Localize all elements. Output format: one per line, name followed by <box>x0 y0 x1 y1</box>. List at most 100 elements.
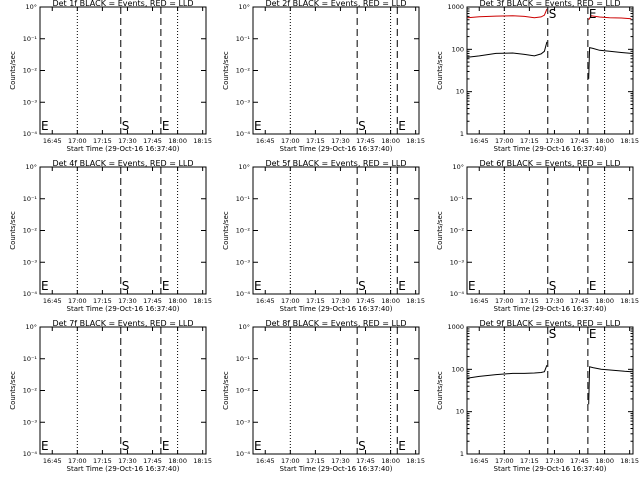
y-tick-label: 10° <box>238 3 250 11</box>
x-tick-label: 16:45 <box>43 137 62 145</box>
y-tick-label: 1000 <box>447 3 464 11</box>
y-tick-label: 10⁻⁴ <box>236 130 251 138</box>
y-tick-label: 1000 <box>447 323 464 331</box>
y-tick-label: 10⁻⁴ <box>23 450 38 458</box>
panel-det-1f: Det 1f BLACK = Events, RED = LLD 16:45 17:… <box>9 0 212 153</box>
x-tick-label: 17:15 <box>93 297 112 305</box>
y-axis-label: Counts/sec <box>9 371 17 410</box>
x-tick-label: 17:15 <box>93 137 112 145</box>
panel-det-2f: Det 2f BLACK = Events, RED = LLD 16:45 17:… <box>222 0 425 153</box>
y-tick-label: 10° <box>25 3 37 11</box>
marker-label: S <box>549 7 557 21</box>
panel-det-5f: Det 5f BLACK = Events, RED = LLD 16:45 17:… <box>222 159 425 313</box>
marker-label: E <box>254 279 262 293</box>
x-tick-label: 16:45 <box>43 297 62 305</box>
marker-label: E <box>41 279 49 293</box>
x-tick-label: 17:15 <box>520 297 539 305</box>
x-tick-label: 18:00 <box>381 297 400 305</box>
x-tick-label: 17:30 <box>545 297 564 305</box>
y-tick-label: 10° <box>238 323 250 331</box>
y-tick-label: 10⁻³ <box>23 98 38 106</box>
marker-label: S <box>358 439 366 453</box>
y-axis-label: Counts/sec <box>222 51 230 90</box>
y-tick-label: 10⁻¹ <box>236 355 251 363</box>
series-line-lld <box>588 15 632 20</box>
plot-frame <box>252 326 420 455</box>
x-tick-label: 18:15 <box>406 297 425 305</box>
panel-det-9f: Det 9f BLACK = Events, RED = LLD 16:45 17:… <box>436 319 639 473</box>
y-tick-label: 100 <box>452 365 464 373</box>
panel-title: Det 5f BLACK = Events, RED = LLD <box>265 159 406 168</box>
x-tick-label: 18:15 <box>406 137 425 145</box>
y-tick-label: 10° <box>25 163 37 171</box>
y-tick-label: 10° <box>25 323 37 331</box>
series-line-events <box>467 41 548 58</box>
plot-frame <box>252 6 420 135</box>
x-tick-label: 18:15 <box>193 297 212 305</box>
y-tick-label: 10⁻² <box>236 387 251 395</box>
panel-det-8f: Det 8f BLACK = Events, RED = LLD 16:45 17:… <box>222 319 425 473</box>
x-tick-label: 17:00 <box>68 457 87 465</box>
x-tick-label: 16:45 <box>470 137 489 145</box>
panel-det-3f: Det 3f BLACK = Events, RED = LLD 16:45 17:… <box>436 0 639 153</box>
x-tick-label: 17:45 <box>570 137 589 145</box>
plot-frame <box>252 166 420 295</box>
y-axis-label: Counts/sec <box>222 371 230 410</box>
x-tick-label: 17:00 <box>281 137 300 145</box>
panel-title: Det 9f BLACK = Events, RED = LLD <box>479 319 620 328</box>
y-tick-label: 10⁻² <box>23 387 38 395</box>
y-tick-label: 10 <box>456 408 464 416</box>
x-tick-label: 17:00 <box>495 297 514 305</box>
plot-frame <box>466 326 634 455</box>
x-tick-label: 17:30 <box>118 457 137 465</box>
plot-frame <box>466 6 634 135</box>
marker-label: E <box>254 119 262 133</box>
x-axis-label: Start Time (29-Oct-16 16:37:40) <box>494 145 607 153</box>
x-tick-label: 17:30 <box>545 457 564 465</box>
x-tick-label: 17:45 <box>356 137 375 145</box>
y-tick-label: 10⁻⁴ <box>450 290 465 298</box>
marker-label: E <box>162 279 170 293</box>
y-tick-label: 10⁻¹ <box>23 35 38 43</box>
marker-label: E <box>41 119 49 133</box>
x-axis-label: Start Time (29-Oct-16 16:37:40) <box>67 465 180 473</box>
y-tick-label: 10⁻¹ <box>450 195 465 203</box>
x-tick-label: 17:00 <box>281 297 300 305</box>
y-tick-label: 100 <box>452 45 464 53</box>
series-line-events <box>588 46 632 79</box>
y-tick-label: 10⁻³ <box>450 258 465 266</box>
marker-label: E <box>589 279 597 293</box>
marker-label: E <box>41 439 49 453</box>
plot-frame <box>39 6 207 135</box>
x-tick-label: 17:00 <box>495 137 514 145</box>
panel-det-7f: Det 7f BLACK = Events, RED = LLD 16:45 17:… <box>9 319 212 473</box>
marker-label: E <box>398 439 406 453</box>
x-tick-label: 17:00 <box>68 137 87 145</box>
x-tick-label: 17:45 <box>143 297 162 305</box>
plot-frame <box>39 166 207 295</box>
y-axis-label: Counts/sec <box>9 51 17 90</box>
x-tick-label: 17:00 <box>68 297 87 305</box>
x-tick-label: 18:00 <box>595 137 614 145</box>
x-tick-label: 17:15 <box>520 457 539 465</box>
y-tick-label: 1 <box>460 450 464 458</box>
y-tick-label: 10⁻³ <box>23 258 38 266</box>
panel-title: Det 1f BLACK = Events, RED = LLD <box>52 0 193 8</box>
y-tick-label: 10⁻¹ <box>23 195 38 203</box>
series-line-events <box>467 365 548 379</box>
plot-frame <box>39 326 207 455</box>
y-tick-label: 10⁻⁴ <box>23 290 38 298</box>
x-tick-label: 18:15 <box>620 457 639 465</box>
x-tick-label: 18:00 <box>168 457 187 465</box>
marker-label: S <box>122 119 130 133</box>
y-tick-label: 10⁻³ <box>236 258 251 266</box>
y-tick-label: 10⁻² <box>450 227 465 235</box>
y-axis-label: Counts/sec <box>436 51 444 90</box>
x-tick-label: 17:15 <box>306 297 325 305</box>
x-tick-label: 17:15 <box>306 457 325 465</box>
y-tick-label: 10⁻³ <box>23 418 38 426</box>
x-tick-label: 18:15 <box>193 457 212 465</box>
y-axis-label: Counts/sec <box>436 371 444 410</box>
y-tick-label: 10 <box>456 88 464 96</box>
x-tick-label: 18:00 <box>168 297 187 305</box>
